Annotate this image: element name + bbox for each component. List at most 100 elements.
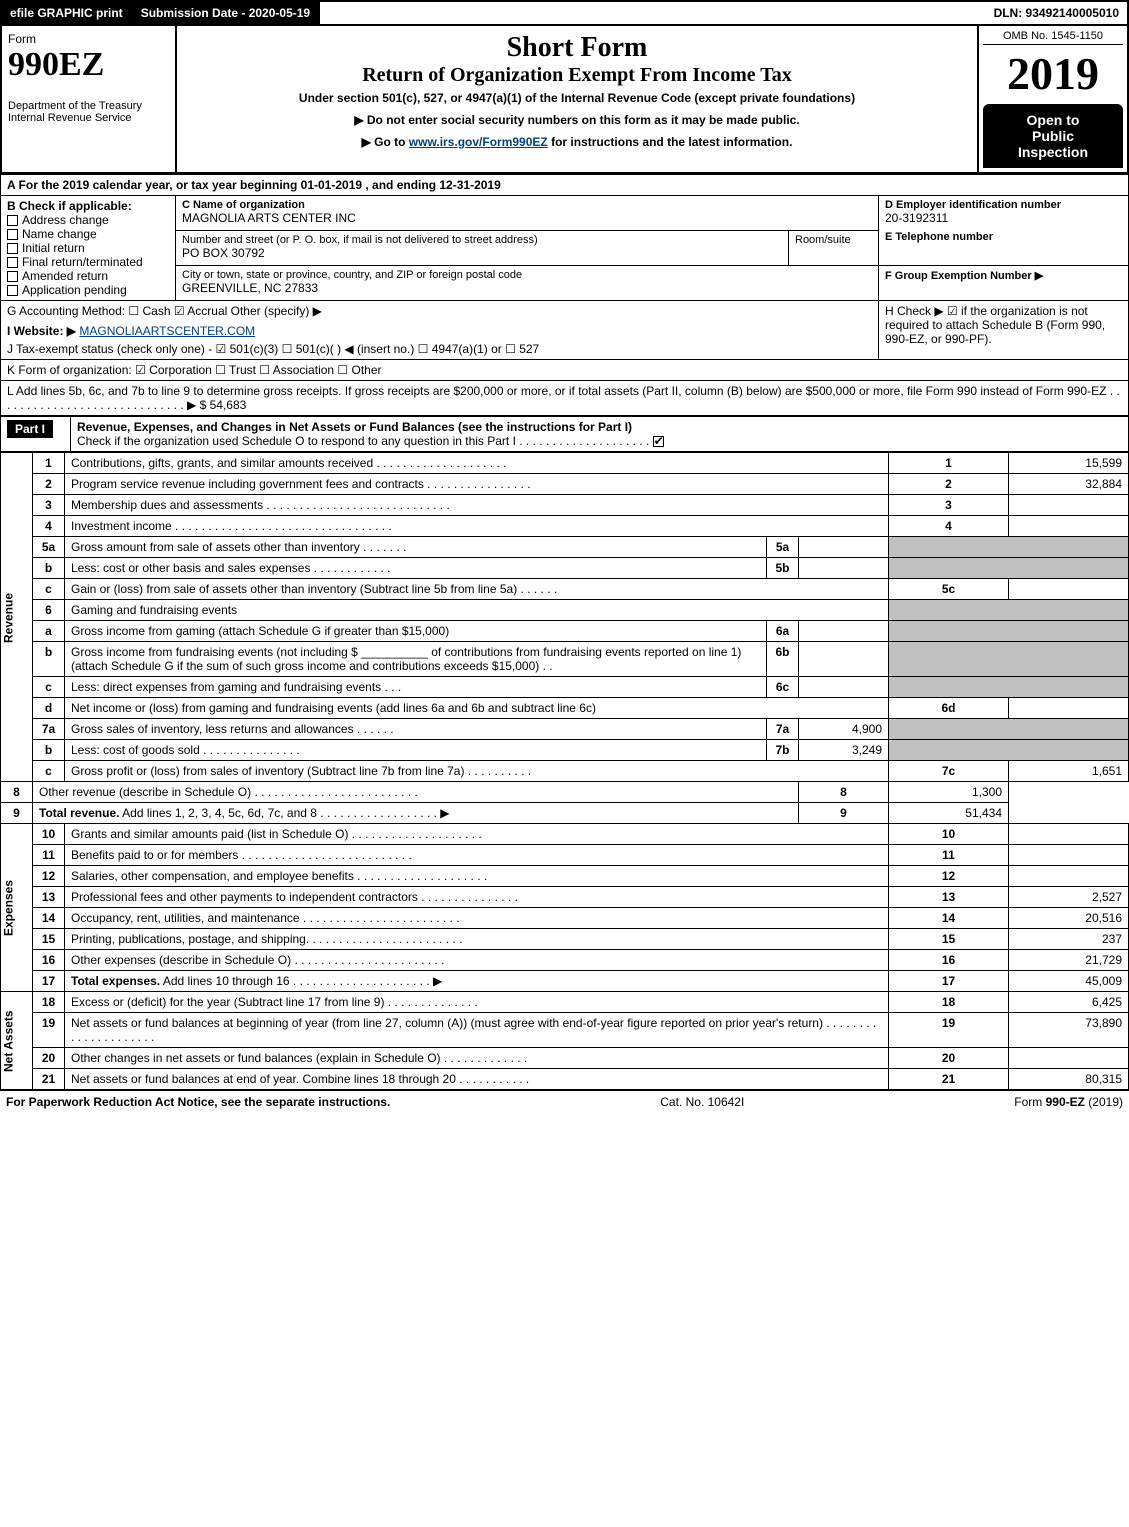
line-desc: Gross amount from sale of assets other t…: [65, 537, 767, 558]
line-number: 19: [33, 1013, 65, 1048]
line-ref: 13: [889, 887, 1009, 908]
lines-table: Revenue1Contributions, gifts, grants, an…: [0, 452, 1129, 1090]
dln: DLN: 93492140005010: [986, 2, 1127, 24]
form-header: Form 990EZ Department of the Treasury In…: [0, 26, 1129, 174]
subline-value: [799, 677, 889, 698]
line-ref: 19: [889, 1013, 1009, 1048]
line-number: 11: [33, 845, 65, 866]
line-number: c: [33, 677, 65, 698]
line-row: 6Gaming and fundraising events: [1, 600, 1129, 621]
b-address-change: Address change: [22, 213, 109, 227]
website-link[interactable]: MAGNOLIAARTSCENTER.COM: [79, 324, 255, 338]
footer-mid: Cat. No. 10642I: [390, 1095, 1014, 1109]
line-value: 21,729: [1009, 950, 1129, 971]
addr-label: Number and street (or P. O. box, if mail…: [182, 234, 782, 246]
ein: 20-3192311: [885, 211, 1122, 225]
irs-link[interactable]: www.irs.gov/Form990EZ: [409, 135, 548, 149]
line-row: bGross income from fundraising events (n…: [1, 642, 1129, 677]
gray-filler: [889, 558, 1129, 579]
b-initial-return: Initial return: [22, 241, 85, 255]
line-desc: Gross income from fundraising events (no…: [65, 642, 767, 677]
line-number: a: [33, 621, 65, 642]
line-k: K Form of organization: ☑ Corporation ☐ …: [1, 360, 1129, 381]
line-l: L Add lines 5b, 6c, and 7b to line 9 to …: [1, 381, 1129, 416]
subline-ref: 5a: [767, 537, 799, 558]
line-desc: Total expenses. Add lines 10 through 16 …: [65, 971, 889, 992]
line-j: J Tax-exempt status (check only one) - ☑…: [7, 342, 872, 356]
line-desc: Gaming and fundraising events: [65, 600, 889, 621]
schedule-o-checkbox: [653, 436, 664, 447]
line-desc: Total revenue. Add lines 1, 2, 3, 4, 5c,…: [33, 803, 799, 824]
line-value: 20,516: [1009, 908, 1129, 929]
line-ref: 15: [889, 929, 1009, 950]
line-number: b: [33, 740, 65, 761]
part1-title: Revenue, Expenses, and Changes in Net As…: [77, 420, 632, 434]
line-value: 45,009: [1009, 971, 1129, 992]
line-value: 237: [1009, 929, 1129, 950]
line-ref: 10: [889, 824, 1009, 845]
box-c-label: C Name of organization: [182, 199, 872, 211]
line-row: 17Total expenses. Add lines 10 through 1…: [1, 971, 1129, 992]
line-ref: 9: [799, 803, 889, 824]
line-ref: 5c: [889, 579, 1009, 600]
line-number: 21: [33, 1069, 65, 1090]
line-row: 7aGross sales of inventory, less returns…: [1, 719, 1129, 740]
line-row: 13Professional fees and other payments t…: [1, 887, 1129, 908]
line-row: 4Investment income . . . . . . . . . . .…: [1, 516, 1129, 537]
info-table: A For the 2019 calendar year, or tax yea…: [0, 174, 1129, 416]
line-number: 12: [33, 866, 65, 887]
line-value: 2,527: [1009, 887, 1129, 908]
line-row: bLess: cost of goods sold . . . . . . . …: [1, 740, 1129, 761]
line-row: Expenses10Grants and similar amounts pai…: [1, 824, 1129, 845]
line-ref: 20: [889, 1048, 1009, 1069]
gray-filler: [889, 642, 1129, 677]
line-ref: 21: [889, 1069, 1009, 1090]
line-row: 20Other changes in net assets or fund ba…: [1, 1048, 1129, 1069]
line-number: c: [33, 761, 65, 782]
subline-ref: 6a: [767, 621, 799, 642]
line-value: 73,890: [1009, 1013, 1129, 1048]
line-row: 3Membership dues and assessments . . . .…: [1, 495, 1129, 516]
line-ref: 4: [889, 516, 1009, 537]
line-value: [1009, 698, 1129, 719]
line-desc: Benefits paid to or for members . . . . …: [65, 845, 889, 866]
line-value: 6,425: [1009, 992, 1129, 1013]
line-desc: Professional fees and other payments to …: [65, 887, 889, 908]
line-g: G Accounting Method: ☐ Cash ☑ Accrual Ot…: [7, 304, 872, 318]
footer: For Paperwork Reduction Act Notice, see …: [0, 1090, 1129, 1113]
line-ref: 11: [889, 845, 1009, 866]
gray-filler: [889, 537, 1129, 558]
line-desc: Membership dues and assessments . . . . …: [65, 495, 889, 516]
line-desc: Gross sales of inventory, less returns a…: [65, 719, 767, 740]
line-number: 1: [33, 453, 65, 474]
line-row: 19Net assets or fund balances at beginni…: [1, 1013, 1129, 1048]
gray-filler: [889, 677, 1129, 698]
line-row: 5aGross amount from sale of assets other…: [1, 537, 1129, 558]
line-desc: Gross profit or (loss) from sales of inv…: [65, 761, 889, 782]
line-ref: 7c: [889, 761, 1009, 782]
line-number: 16: [33, 950, 65, 971]
box-b-head: B Check if applicable:: [7, 199, 169, 213]
line-row: 9Total revenue. Add lines 1, 2, 3, 4, 5c…: [1, 803, 1129, 824]
line-number: 18: [33, 992, 65, 1013]
subline-ref: 7a: [767, 719, 799, 740]
line-row: 2Program service revenue including gover…: [1, 474, 1129, 495]
submission-date: Submission Date - 2020-05-19: [133, 2, 320, 24]
line-desc: Less: direct expenses from gaming and fu…: [65, 677, 767, 698]
line-desc: Contributions, gifts, grants, and simila…: [65, 453, 889, 474]
efile-print-button[interactable]: efile GRAPHIC print: [2, 2, 133, 24]
period-line: A For the 2019 calendar year, or tax yea…: [1, 175, 1129, 196]
line-ref: 3: [889, 495, 1009, 516]
box-d-label: D Employer identification number: [885, 199, 1122, 211]
line-number: 7a: [33, 719, 65, 740]
line-value: [1009, 866, 1129, 887]
topbar: efile GRAPHIC print Submission Date - 20…: [0, 0, 1129, 26]
line-ref: 2: [889, 474, 1009, 495]
room-suite: Room/suite: [789, 231, 879, 266]
line-desc: Program service revenue including govern…: [65, 474, 889, 495]
subline-value: 4,900: [799, 719, 889, 740]
dept-treasury: Department of the Treasury: [8, 100, 169, 112]
line-number: 13: [33, 887, 65, 908]
subline-value: [799, 558, 889, 579]
line-value: [1009, 579, 1129, 600]
